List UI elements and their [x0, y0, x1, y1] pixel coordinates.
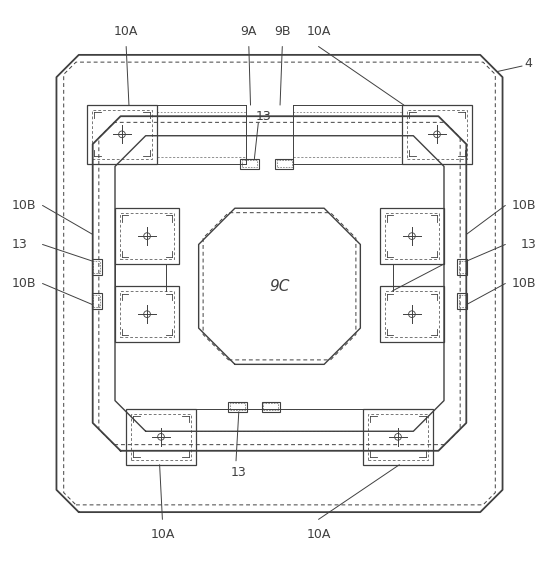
Text: 10A: 10A — [114, 25, 138, 38]
Text: 13: 13 — [255, 110, 271, 122]
Bar — [275, 159, 293, 168]
Text: 13: 13 — [231, 467, 247, 479]
Bar — [407, 110, 467, 159]
Bar — [92, 259, 102, 274]
Bar — [457, 293, 467, 308]
Bar — [228, 401, 247, 412]
Bar — [380, 286, 444, 342]
Bar — [120, 213, 174, 259]
Text: 10A: 10A — [150, 528, 174, 541]
Bar — [93, 295, 100, 307]
Text: 10B: 10B — [511, 277, 536, 290]
Bar — [126, 409, 196, 465]
Text: 9A: 9A — [240, 25, 257, 38]
Bar — [459, 261, 466, 273]
Text: 13: 13 — [12, 238, 27, 251]
Bar — [277, 160, 292, 167]
Text: 10A: 10A — [306, 528, 331, 541]
Text: 10B: 10B — [12, 199, 36, 212]
Bar — [87, 105, 157, 164]
Bar — [240, 159, 259, 168]
Bar — [385, 291, 439, 337]
Bar — [115, 208, 179, 264]
Bar — [459, 295, 466, 307]
Text: 13: 13 — [520, 238, 536, 251]
Bar — [115, 286, 179, 342]
Text: 9C: 9C — [269, 279, 290, 294]
Bar — [402, 105, 472, 164]
Text: 10B: 10B — [12, 277, 36, 290]
Bar — [368, 414, 428, 460]
Bar — [120, 291, 174, 337]
Bar — [363, 409, 433, 465]
Bar — [242, 160, 257, 167]
Text: 10A: 10A — [306, 25, 331, 38]
Bar — [131, 414, 191, 460]
Bar — [380, 208, 444, 264]
Text: 9B: 9B — [274, 25, 291, 38]
Text: 10B: 10B — [511, 199, 536, 212]
Bar — [263, 403, 278, 410]
Bar — [93, 261, 100, 273]
Bar — [92, 110, 152, 159]
Bar — [457, 259, 467, 274]
Bar — [92, 293, 102, 308]
Bar — [262, 401, 280, 412]
Bar — [385, 213, 439, 259]
Bar — [230, 403, 245, 410]
Text: 4: 4 — [525, 57, 533, 70]
